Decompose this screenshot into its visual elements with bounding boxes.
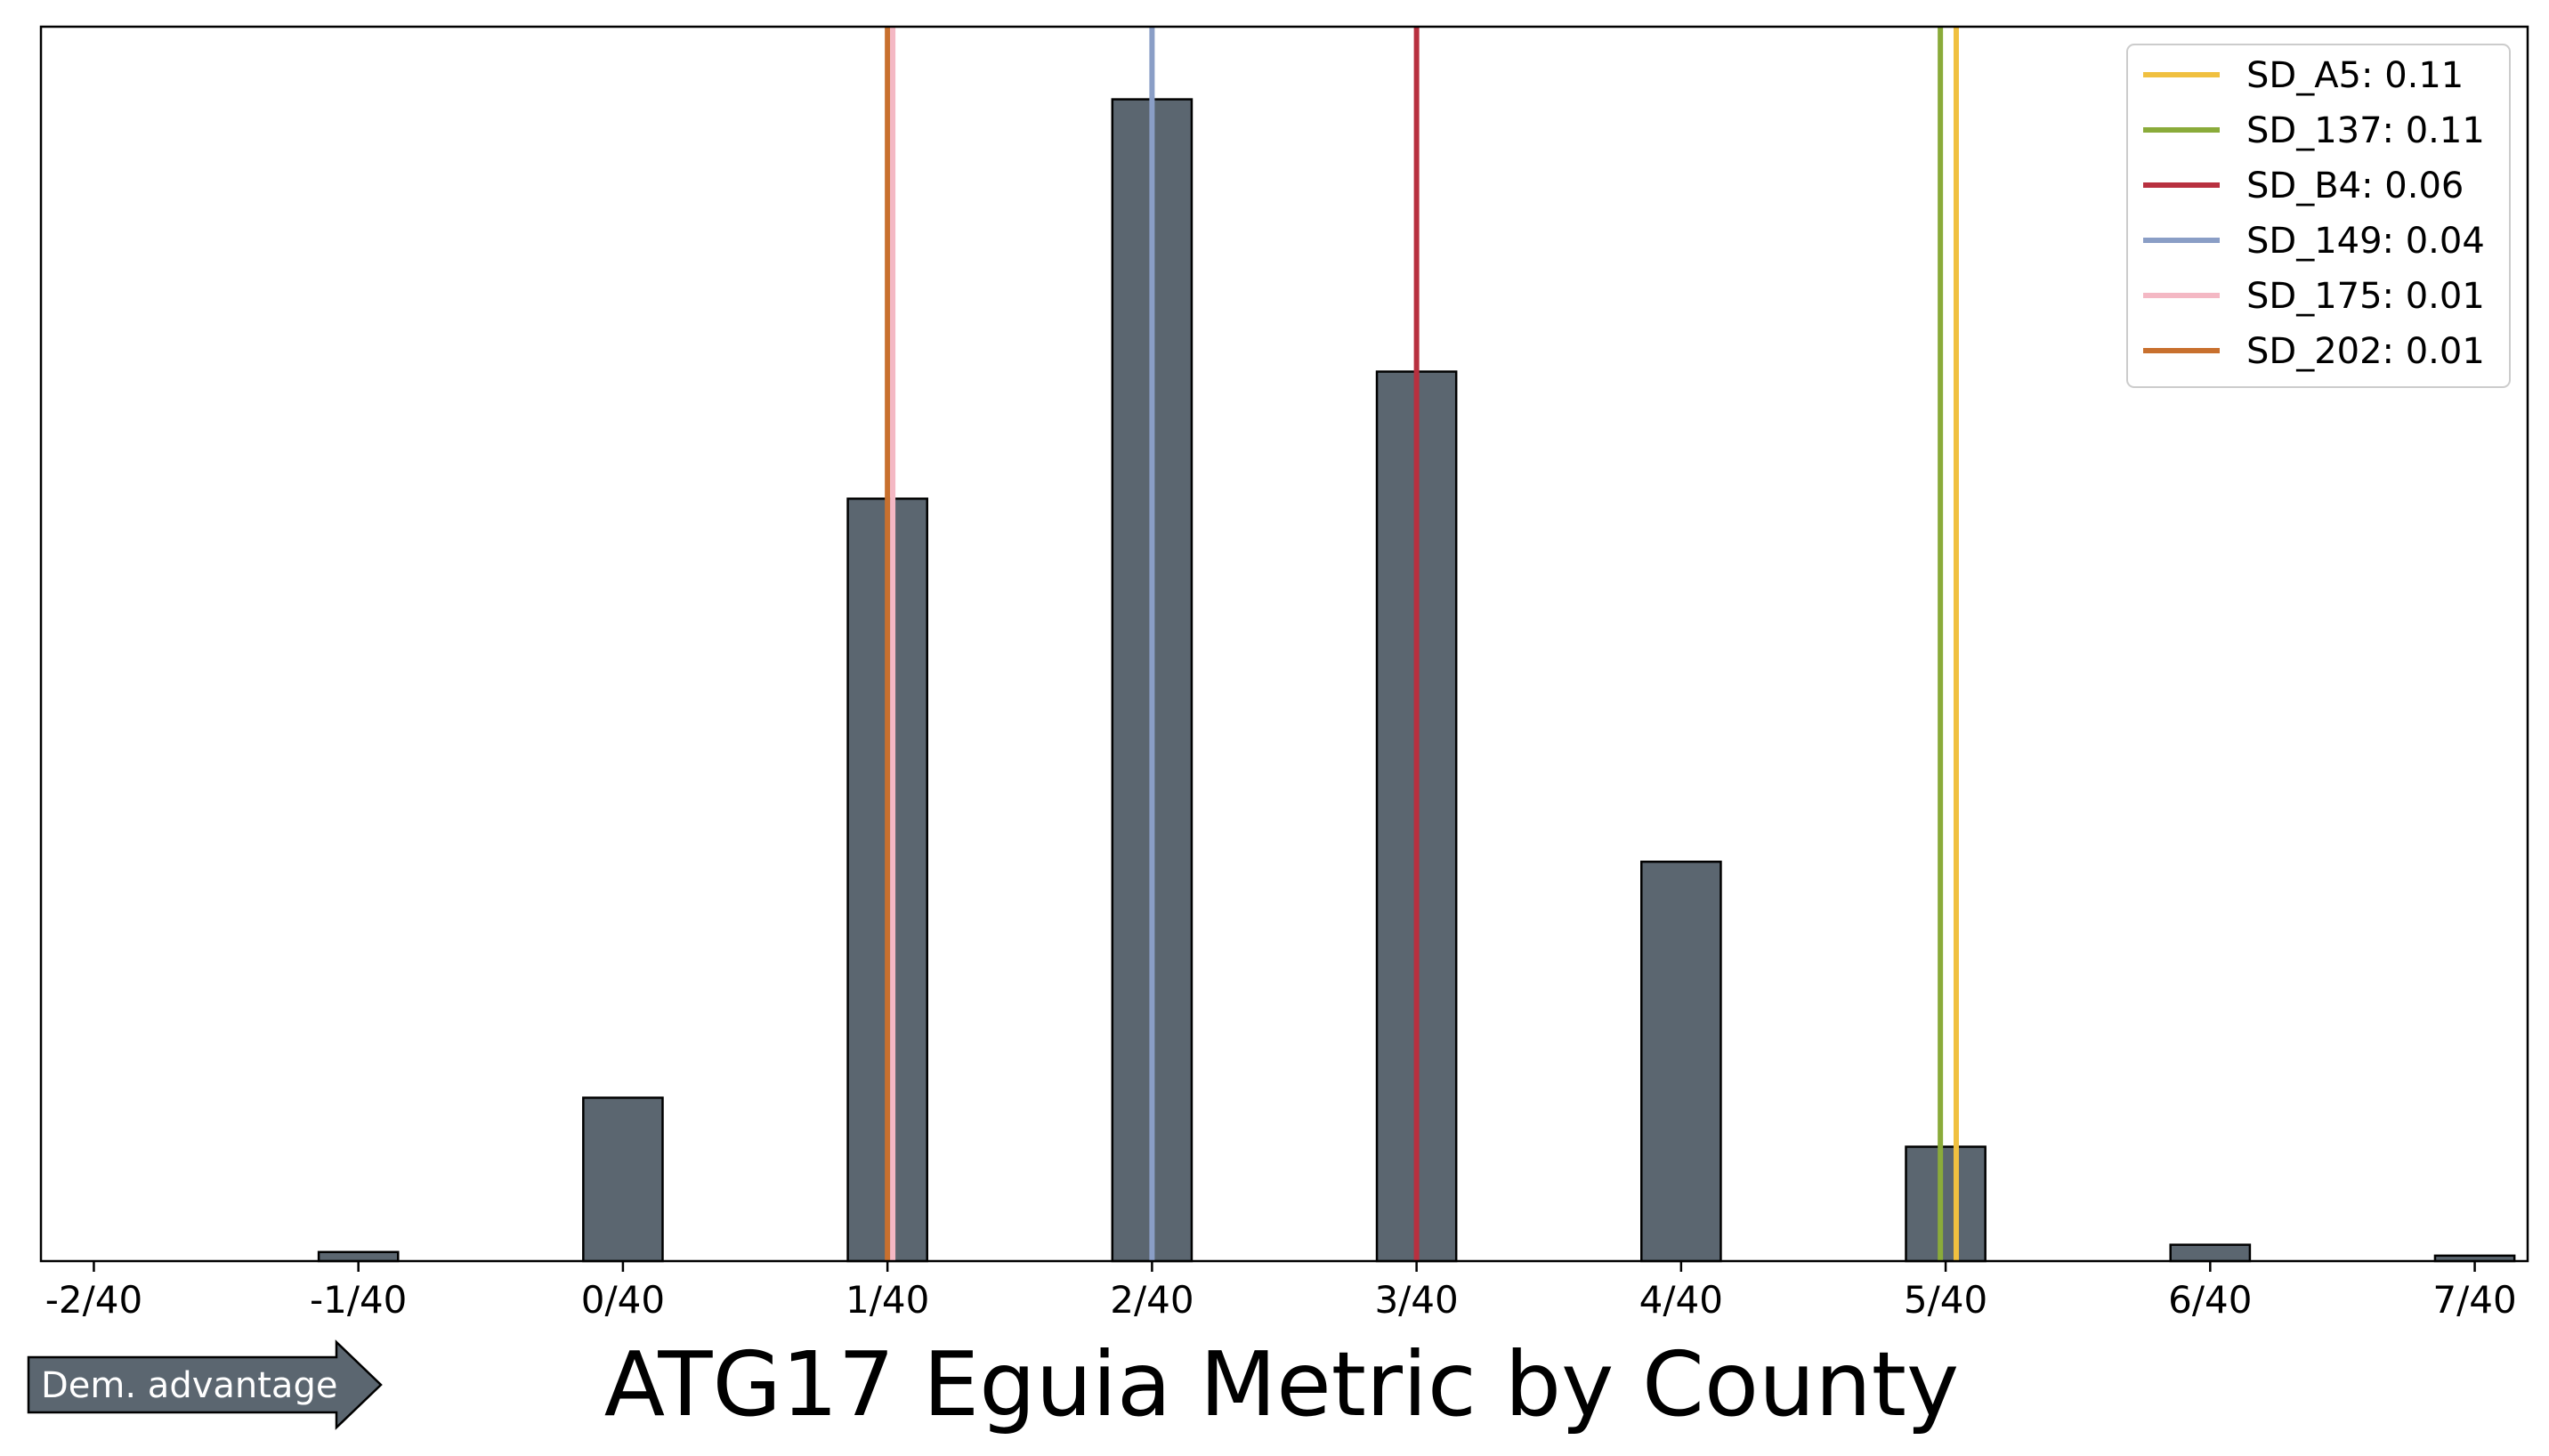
legend: SD_A5: 0.11 SD_137: 0.11 SD_B4: 0.06 SD_149… xyxy=(2126,44,2511,388)
histogram-bar xyxy=(2169,1243,2252,1263)
badge-label: Dem. advantage xyxy=(41,1365,337,1406)
x-tick-label: 1/40 xyxy=(846,1278,929,1322)
legend-box xyxy=(2126,44,2511,388)
histogram-bar xyxy=(1905,1145,1987,1263)
x-tick-label: -2/40 xyxy=(45,1278,142,1322)
x-tick-label: 2/40 xyxy=(1110,1278,1194,1322)
x-tick-label: 7/40 xyxy=(2432,1278,2516,1322)
plot-frame xyxy=(39,25,2529,1263)
histogram-bar xyxy=(582,1096,664,1263)
arrow-right-icon xyxy=(27,1339,383,1430)
x-axis: -2/40 -1/40 0/40 1/40 2/40 3/40 4/40 5/40 6/40 7/… xyxy=(45,1261,2517,1322)
x-tick-label: 4/40 xyxy=(1639,1278,1723,1322)
x-tick-label: 3/40 xyxy=(1374,1278,1458,1322)
dem-advantage-badge: Dem. advantage xyxy=(27,1339,383,1430)
reference-lines xyxy=(885,27,1959,1261)
legend-label: SD_175: 0.01 xyxy=(2246,276,2485,317)
legend-label: SD_B4: 0.06 xyxy=(2246,166,2464,206)
chart-title: ATG17 Eguia Metric by County xyxy=(604,1332,1959,1436)
legend-label: SD_A5: 0.11 xyxy=(2246,55,2464,96)
x-tick-label: 0/40 xyxy=(581,1278,665,1322)
histogram-bar xyxy=(1640,861,1722,1263)
x-tick-label: 5/40 xyxy=(1904,1278,1987,1322)
legend-label: SD_137: 0.11 xyxy=(2246,110,2485,151)
legend-label: SD_202: 0.01 xyxy=(2246,331,2485,372)
x-tick-label: -1/40 xyxy=(310,1278,407,1322)
histogram-bar xyxy=(317,1250,400,1263)
legend-label: SD_149: 0.04 xyxy=(2246,221,2485,262)
x-tick-label: 6/40 xyxy=(2168,1278,2252,1322)
